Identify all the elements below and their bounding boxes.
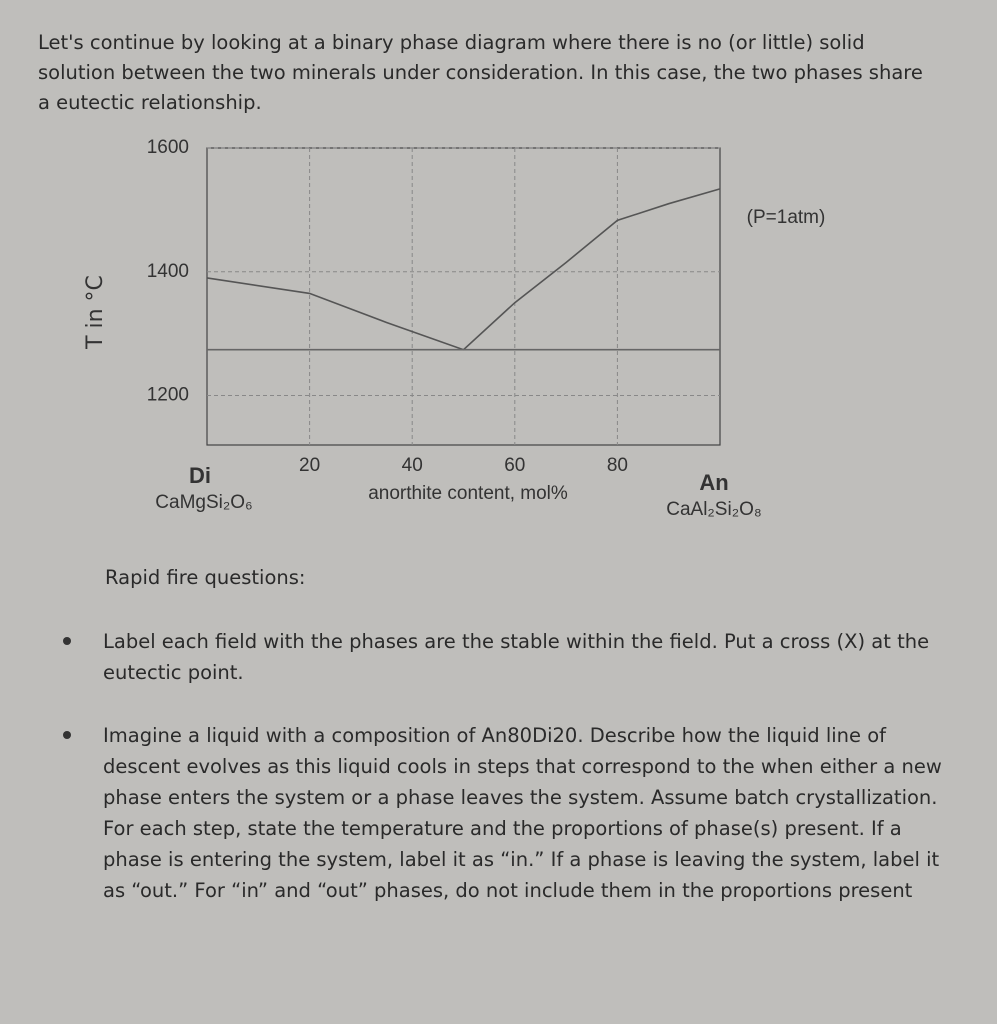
questions-heading: Rapid fire questions:: [105, 566, 306, 589]
intro: Let's continue by looking at a binary ph…: [38, 31, 923, 114]
y-tick-label: 1600: [147, 137, 189, 158]
end-member-formula: CaAl₂Si₂O₈: [666, 499, 761, 520]
annotation: (P=1atm): [747, 207, 826, 228]
question: Imagine a liquid with a composition of A…: [103, 724, 942, 902]
data-line: [206, 188, 721, 351]
end-member-name: An: [699, 470, 728, 495]
y-tick-label: 1200: [147, 385, 189, 406]
x-tick-label: 40: [402, 455, 423, 476]
end-member-name: Di: [189, 463, 211, 488]
end-member-formula: CaMgSi₂O₆: [155, 492, 252, 513]
bullet: [63, 637, 71, 645]
x-tick-label: 20: [299, 455, 320, 476]
x-tick-label: 80: [607, 455, 628, 476]
plot-frame: [206, 147, 721, 446]
chart: T in °C anorthite content, mol% (P=1atm)…: [83, 137, 826, 520]
y-tick-label: 1400: [147, 261, 189, 282]
bullet: [63, 731, 71, 739]
x-axis-label: anorthite content, mol%: [368, 483, 568, 504]
y-axis-label: T in °C: [83, 275, 108, 350]
question: Label each field with the phases are the…: [103, 630, 930, 684]
x-tick-label: 60: [504, 455, 525, 476]
